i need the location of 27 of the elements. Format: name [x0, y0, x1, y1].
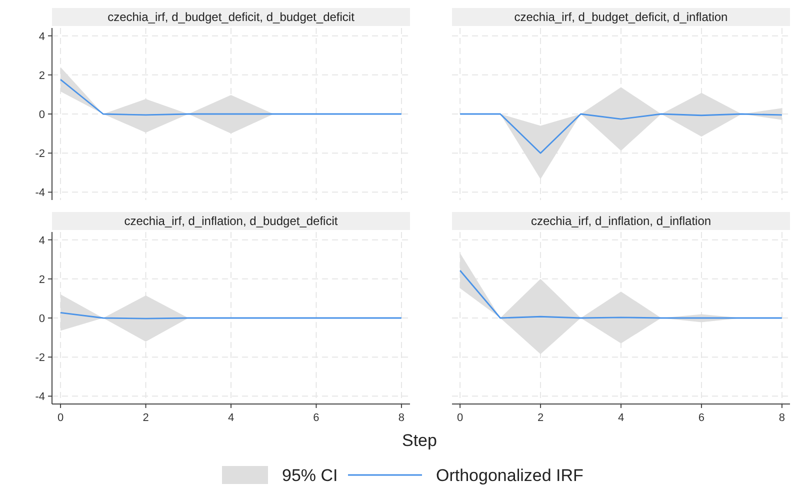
x-tick-label: 2 — [537, 412, 544, 424]
chart-title: czechia_irf, d_inflation, d_inflation — [530, 214, 712, 228]
x-tick-label: 2 — [142, 412, 149, 424]
chart-title: czechia_irf, d_budget_deficit, d_inflation — [514, 10, 728, 24]
legend-label: Orthogonalized IRF — [436, 466, 584, 485]
text: 95% CI — [282, 466, 338, 485]
y-tick-label: 0 — [38, 109, 45, 121]
y-tick-label: 2 — [38, 70, 45, 82]
y-tick-label: -4 — [35, 391, 45, 404]
chart-title: czechia_irf, d_inflation, d_budget_deficit — [124, 214, 338, 228]
y-tick-label: -4 — [35, 187, 45, 200]
x-tick-label: 4 — [618, 412, 624, 424]
y-tick-label: 2 — [38, 274, 45, 286]
x-tick-label: 0 — [57, 412, 64, 424]
x-tick-label: 8 — [778, 412, 786, 424]
x-tick-label: 4 — [228, 412, 234, 424]
chart-title: czechia_irf, d_budget_deficit, d_budget_deficit — [108, 10, 356, 24]
x-tick-label: 0 — [456, 412, 464, 424]
y-tick-label: 0 — [38, 313, 45, 325]
y-tick-label: 4 — [38, 234, 45, 247]
y-tick-label: -2 — [35, 148, 45, 160]
y-tick-label: -2 — [35, 352, 45, 364]
y-tick-label: 4 — [38, 30, 45, 43]
x-axis-title: Step — [402, 431, 437, 450]
x-tick-label: 6 — [698, 412, 705, 424]
x-tick-label: 6 — [313, 412, 320, 424]
x-tick-label: 8 — [398, 412, 405, 424]
